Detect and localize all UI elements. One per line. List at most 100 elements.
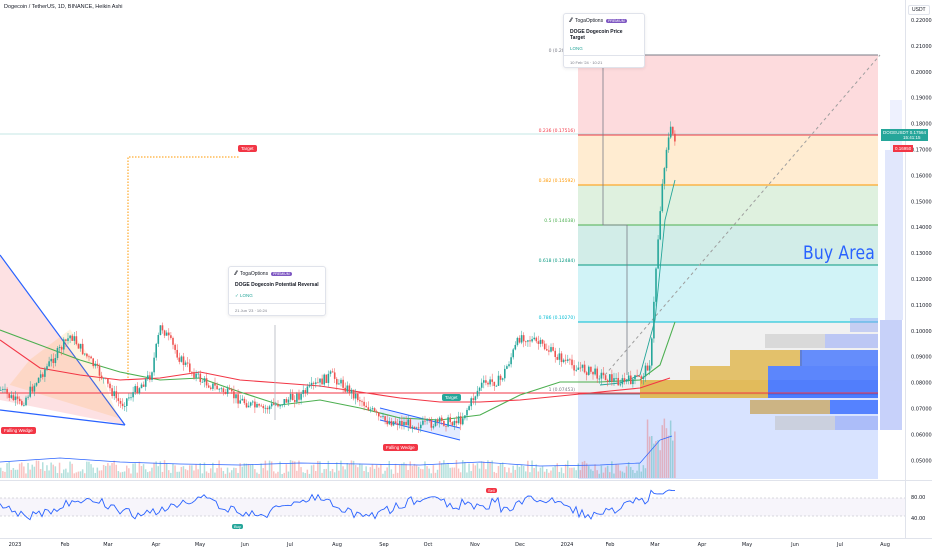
candle-body	[403, 421, 405, 426]
candle-body	[575, 369, 577, 371]
candle-body	[44, 369, 46, 377]
candle-body	[243, 398, 246, 404]
rsi-pane[interactable]	[0, 489, 905, 521]
candle-body	[174, 344, 176, 350]
volume-bar	[294, 461, 296, 478]
candle-body	[321, 378, 323, 385]
volume-bar	[478, 468, 481, 478]
candle-body	[491, 379, 493, 382]
candle-body	[411, 426, 414, 429]
candle-body	[378, 412, 380, 417]
idea-card-reversal[interactable]: ⁄⁄ TogaOptions PREMIUM DOGE Dogecoin Poten…	[228, 266, 326, 316]
rsi-buy-marker[interactable]: Buy	[232, 524, 243, 529]
candle-body	[115, 391, 118, 399]
candle-body	[483, 380, 485, 383]
candle-body	[520, 335, 523, 343]
volume-bar	[428, 468, 430, 478]
rsi-sell-marker[interactable]: Sell	[486, 488, 497, 493]
idea-date: 21 Jun '23 · 10:24	[235, 308, 267, 313]
volume-bar	[58, 462, 61, 478]
falling-wedge-1[interactable]	[0, 254, 126, 426]
candle-body	[262, 405, 265, 409]
candle-body	[571, 359, 573, 366]
candle-body	[50, 358, 52, 362]
author-name[interactable]: TogaOptions	[240, 271, 269, 277]
volume-bar	[48, 470, 50, 478]
volume-bar	[554, 465, 556, 478]
volume-bar	[170, 472, 172, 478]
candle-body	[346, 385, 349, 392]
volume-bar	[266, 470, 269, 478]
candle-body	[285, 399, 288, 403]
candle-body	[382, 416, 384, 418]
volume-bar	[630, 466, 632, 478]
candle-body	[39, 374, 42, 378]
month-tick: Jun	[240, 542, 249, 548]
candle-body	[638, 376, 640, 377]
candle-body	[25, 397, 27, 406]
volume-bar	[623, 472, 626, 478]
currency-button[interactable]: USDT	[908, 5, 930, 15]
volume-bar	[529, 472, 531, 478]
price-axis[interactable]: 0.22000 0.21000 0.20000 0.19000 0.18000 0.170…	[911, 18, 932, 464]
volume-bar	[535, 464, 537, 478]
volume-bar	[283, 472, 285, 478]
candle-body	[392, 421, 395, 426]
month-tick: Aug	[880, 542, 890, 548]
candle-body	[6, 388, 8, 394]
symbol-title[interactable]: Dogecoin / TetherUS, 1D, BINANCE, Heikin…	[4, 4, 123, 10]
candle-body	[239, 400, 241, 404]
candle-body	[260, 405, 262, 407]
candle-body	[273, 403, 275, 405]
candle-body	[445, 425, 447, 427]
candle-body	[598, 378, 601, 380]
projection-line[interactable]	[604, 54, 881, 376]
candle-body	[344, 387, 346, 392]
volume-bar	[176, 471, 178, 478]
month-tick: Nov	[470, 542, 480, 548]
candle-body	[348, 385, 351, 394]
author-name[interactable]: TogaOptions	[575, 18, 604, 24]
idea-title[interactable]: DOGE Dogecoin Price Target	[570, 29, 623, 41]
candle-body	[434, 419, 437, 427]
falling-wedge-label-2[interactable]: Falling Wedge	[383, 444, 418, 451]
volume-bar	[312, 464, 315, 478]
rsi-tick-80: 80.00	[911, 495, 925, 501]
volume-bar	[205, 471, 208, 478]
volume-bar	[443, 460, 445, 478]
volume-bar	[279, 461, 281, 478]
buy-area-label[interactable]: Buy Area	[803, 242, 875, 264]
volume-bar	[39, 468, 42, 478]
volume-bar	[63, 469, 65, 478]
target-label-1[interactable]: Target	[238, 145, 257, 152]
volume-bar	[632, 469, 634, 478]
volume-bar	[239, 463, 241, 478]
candle-body	[168, 332, 170, 336]
month-tick: Feb	[61, 542, 70, 548]
month-tick: Aug	[332, 542, 342, 548]
candle-body	[453, 420, 456, 426]
month-tick: May	[742, 542, 752, 548]
falling-wedge-label-1[interactable]: Falling Wedge	[1, 427, 36, 434]
candle-body	[306, 386, 309, 393]
candle-body	[487, 382, 489, 385]
target-label-2[interactable]: Target	[442, 394, 461, 401]
idea-title[interactable]: DOGE Dogecoin Potential Reversal	[235, 282, 319, 288]
rsi-tick-40: 40.00	[911, 516, 925, 522]
candle-body	[63, 339, 65, 350]
volume-bar	[453, 467, 456, 478]
price-tick: 0.20000	[911, 70, 932, 76]
time-axis[interactable]: 2023 Feb Mar Apr May Jun Jul Aug Sep Oct Nov Dec 202…	[9, 542, 890, 548]
volume-bar	[346, 462, 348, 478]
candle-body	[107, 378, 109, 384]
volume-bar	[522, 466, 525, 478]
candle-body	[73, 336, 76, 341]
candle-body	[203, 378, 206, 382]
volume-bar	[491, 460, 493, 478]
volume-bar	[60, 473, 63, 478]
volume-bar	[33, 466, 36, 478]
candle-body	[646, 365, 649, 371]
candle-body	[46, 366, 48, 370]
idea-card-target[interactable]: ⁄⁄ TogaOptions PREMIUM DOGE Dogecoin Price…	[563, 13, 645, 68]
